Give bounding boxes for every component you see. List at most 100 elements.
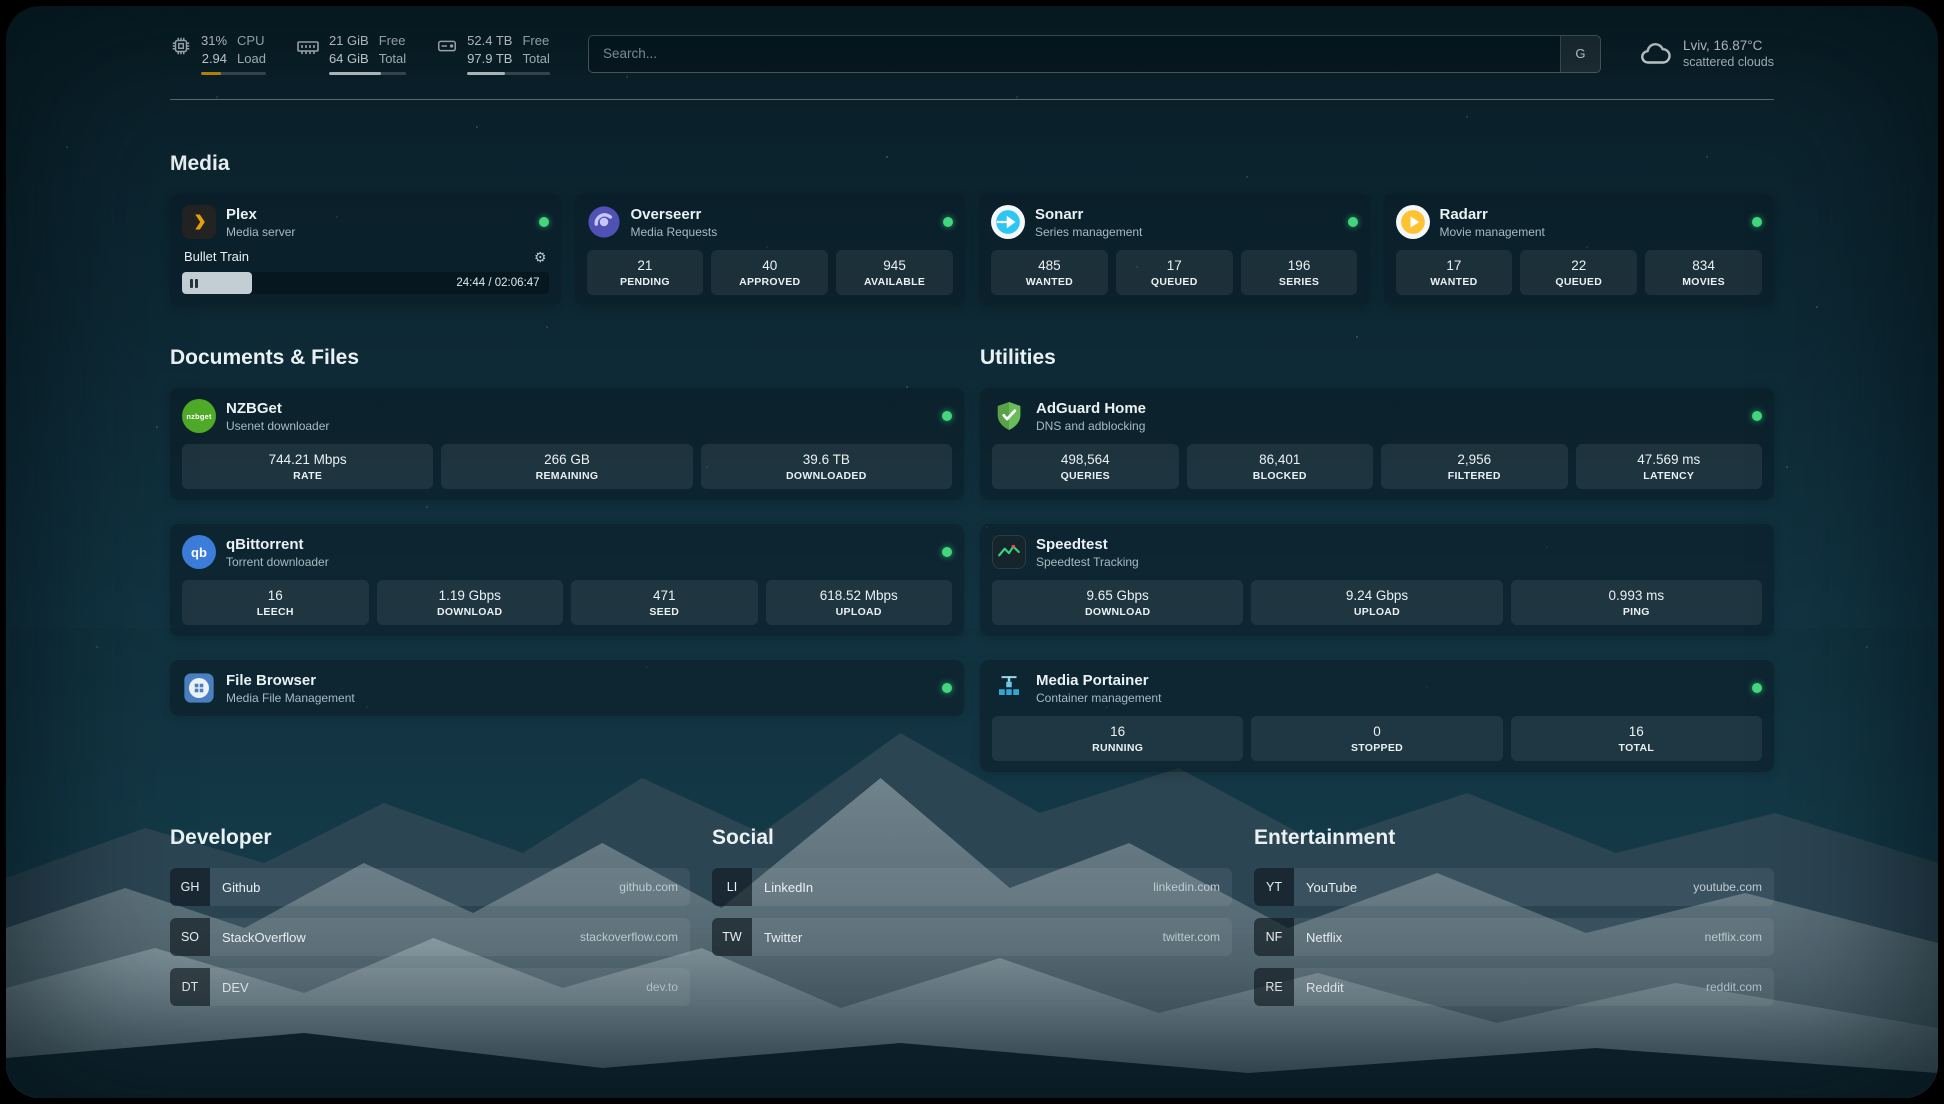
service-subtitle: Media Requests xyxy=(631,225,718,239)
bookmark-name: YouTube xyxy=(1306,880,1357,895)
stat-blocked: 86,401 BLOCKED xyxy=(1187,444,1374,489)
memory-icon xyxy=(296,35,320,59)
bookmark-name: Netflix xyxy=(1306,930,1342,945)
bookmark-stackoverflow[interactable]: SO StackOverflow stackoverflow.com xyxy=(170,918,690,956)
stat-movies: 834 MOVIES xyxy=(1645,250,1762,295)
service-card-adguard[interactable]: AdGuard Home DNS and adblocking 498,564 … xyxy=(980,388,1774,500)
cpu-label: CPU xyxy=(237,32,266,50)
service-name: Plex xyxy=(226,206,295,223)
stat-wanted: 17 WANTED xyxy=(1396,250,1513,295)
cloud-icon xyxy=(1639,37,1673,71)
disk-total-label: Total xyxy=(522,50,549,68)
gear-icon[interactable]: ⚙ xyxy=(534,250,547,264)
memory-free-label: Free xyxy=(379,32,406,50)
pause-icon[interactable] xyxy=(190,279,193,288)
disk-icon xyxy=(436,35,458,57)
weather-widget[interactable]: Lviv, 16.87°C scattered clouds xyxy=(1639,37,1774,71)
bookmark-domain: dev.to xyxy=(646,980,678,994)
bookmark-abbr: GH xyxy=(170,868,210,906)
status-dot xyxy=(539,217,549,227)
bookmark-name: Github xyxy=(222,880,260,895)
memory-total-label: Total xyxy=(379,50,406,68)
memory-free-value: 21 GiB xyxy=(329,32,369,50)
search-provider-button[interactable]: G xyxy=(1560,36,1600,72)
service-name: Radarr xyxy=(1440,206,1545,223)
service-card-nzbget[interactable]: nzbget NZBGet Usenet downloader 744.21 M… xyxy=(170,388,964,500)
stat-filtered: 2,956 FILTERED xyxy=(1381,444,1568,489)
service-subtitle: Media server xyxy=(226,225,295,239)
overseerr-icon xyxy=(587,205,621,239)
bookmark-netflix[interactable]: NF Netflix netflix.com xyxy=(1254,918,1774,956)
stat-download: 1.19 Gbps DOWNLOAD xyxy=(377,580,564,625)
disk-widget: 52.4 TB 97.9 TB Free Total xyxy=(436,32,550,75)
plex-icon xyxy=(182,205,216,239)
stat-latency: 47.569 ms LATENCY xyxy=(1576,444,1763,489)
bookmark-twitter[interactable]: TW Twitter twitter.com xyxy=(712,918,1232,956)
service-name: AdGuard Home xyxy=(1036,400,1146,417)
qbittorrent-icon: qb xyxy=(182,535,216,569)
memory-usage-bar xyxy=(329,72,406,75)
bookmark-group-developer: Developer GH Github github.com SO StackO… xyxy=(170,826,690,1018)
bookmark-youtube[interactable]: YT YouTube youtube.com xyxy=(1254,868,1774,906)
bookmark-github[interactable]: GH Github github.com xyxy=(170,868,690,906)
bookmark-linkedin[interactable]: LI LinkedIn linkedin.com xyxy=(712,868,1232,906)
disk-free-value: 52.4 TB xyxy=(467,32,512,50)
service-card-portainer[interactable]: Media Portainer Container management 16 … xyxy=(980,660,1774,772)
section-heading-utilities: Utilities xyxy=(980,346,1774,370)
service-subtitle: Container management xyxy=(1036,691,1161,705)
service-card-overseerr[interactable]: Overseerr Media Requests 21 PENDING 40 A… xyxy=(575,194,966,306)
stat-queued: 17 QUEUED xyxy=(1116,250,1233,295)
cpu-load-label: Load xyxy=(237,50,266,68)
media-grid: Plex Media server Bullet Train ⚙ 24:44 /… xyxy=(170,194,1774,306)
documents-column: Documents & Files nzbget NZBGet Usenet d… xyxy=(170,346,964,772)
bookmark-domain: github.com xyxy=(619,880,678,894)
bookmark-reddit[interactable]: RE Reddit reddit.com xyxy=(1254,968,1774,1006)
service-subtitle: DNS and adblocking xyxy=(1036,419,1146,433)
service-subtitle: Movie management xyxy=(1440,225,1545,239)
now-playing-title: Bullet Train xyxy=(184,249,249,264)
bookmark-name: DEV xyxy=(222,980,249,995)
stat-queries: 498,564 QUERIES xyxy=(992,444,1179,489)
service-card-radarr[interactable]: Radarr Movie management 17 WANTED 22 QUE… xyxy=(1384,194,1775,306)
bookmark-name: Twitter xyxy=(764,930,802,945)
stat-series: 196 SERIES xyxy=(1241,250,1358,295)
bookmark-dev[interactable]: DT DEV dev.to xyxy=(170,968,690,1006)
bookmark-domain: twitter.com xyxy=(1163,930,1220,944)
plex-progress-bar[interactable]: 24:44 / 02:06:47 xyxy=(182,272,549,294)
playback-time: 24:44 / 02:06:47 xyxy=(456,277,548,289)
bookmark-abbr: TW xyxy=(712,918,752,956)
bookmark-group-social: Social LI LinkedIn linkedin.com TW Twitt… xyxy=(712,826,1232,1018)
search-input[interactable] xyxy=(589,36,1560,72)
section-heading-documents: Documents & Files xyxy=(170,346,964,370)
stat-available: 945 AVAILABLE xyxy=(836,250,953,295)
service-card-qbittorrent[interactable]: qb qBittorrent Torrent downloader 16 LEE… xyxy=(170,524,964,636)
service-card-filebrowser[interactable]: File Browser Media File Management xyxy=(170,660,964,716)
memory-widget: 21 GiB 64 GiB Free Total xyxy=(296,32,406,75)
bookmark-name: Reddit xyxy=(1306,980,1344,995)
service-name: qBittorrent xyxy=(226,536,329,553)
status-dot xyxy=(1752,683,1762,693)
dashboard-screen: 31% 2.94 CPU Load xyxy=(6,6,1938,1098)
resource-widgets: 31% 2.94 CPU Load xyxy=(170,32,550,75)
plex-progress-fill xyxy=(182,272,252,294)
bookmark-name: StackOverflow xyxy=(222,930,306,945)
service-card-speedtest[interactable]: Speedtest Speedtest Tracking 9.65 Gbps D… xyxy=(980,524,1774,636)
service-card-sonarr[interactable]: Sonarr Series management 485 WANTED 17 Q… xyxy=(979,194,1370,306)
status-dot xyxy=(1752,411,1762,421)
stat-queued: 22 QUEUED xyxy=(1520,250,1637,295)
bookmark-abbr: DT xyxy=(170,968,210,1006)
speedtest-icon xyxy=(992,535,1026,569)
sonarr-icon xyxy=(991,205,1025,239)
stat-pending: 21 PENDING xyxy=(587,250,704,295)
bookmark-abbr: NF xyxy=(1254,918,1294,956)
service-card-plex[interactable]: Plex Media server Bullet Train ⚙ 24:44 /… xyxy=(170,194,561,306)
bookmark-abbr: RE xyxy=(1254,968,1294,1006)
service-subtitle: Usenet downloader xyxy=(226,419,329,433)
stat-approved: 40 APPROVED xyxy=(711,250,828,295)
bookmark-group-entertainment: Entertainment YT YouTube youtube.com NF … xyxy=(1254,826,1774,1018)
disk-free-label: Free xyxy=(522,32,549,50)
status-dot xyxy=(942,547,952,557)
service-name: NZBGet xyxy=(226,400,329,417)
status-dot xyxy=(1752,217,1762,227)
radarr-icon xyxy=(1396,205,1430,239)
